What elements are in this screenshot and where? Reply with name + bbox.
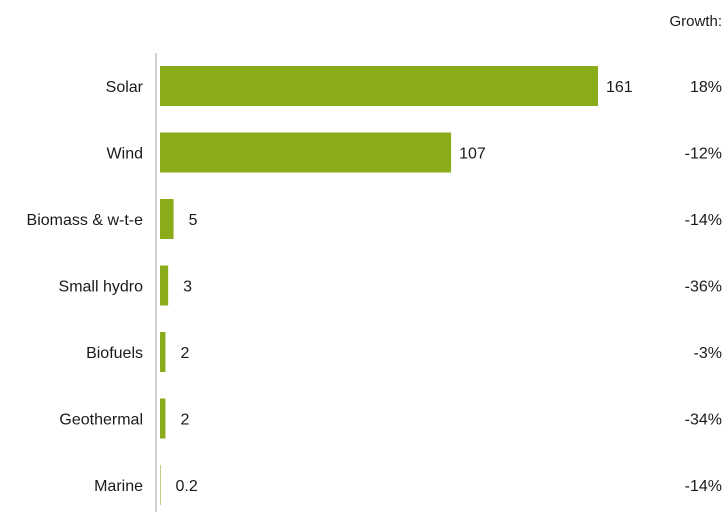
growth-column-header: Growth: <box>669 13 722 30</box>
value-label: 161 <box>606 79 633 96</box>
value-label: 3 <box>183 279 192 296</box>
growth-label: 18% <box>690 79 722 96</box>
bar <box>160 199 174 239</box>
value-label: 0.2 <box>176 478 198 495</box>
value-label: 2 <box>180 412 189 429</box>
growth-label: -14% <box>685 478 722 495</box>
growth-label: -36% <box>685 279 722 296</box>
bar <box>160 465 161 505</box>
category-label: Small hydro <box>59 279 144 296</box>
bar <box>160 66 598 106</box>
category-label: Biofuels <box>86 345 143 362</box>
bar <box>160 132 452 173</box>
category-label: Marine <box>94 478 143 495</box>
bar <box>160 398 166 439</box>
growth-label: -12% <box>685 146 722 163</box>
chart-marks: Solar 161 18% Wind 107 -12% Biomass & w-t-e 5 -1… <box>27 66 722 505</box>
value-label: 5 <box>189 212 198 229</box>
category-label: Wind <box>107 146 143 163</box>
value-label: 107 <box>459 146 486 163</box>
category-label: Geothermal <box>59 412 143 429</box>
growth-label: -34% <box>685 412 722 429</box>
bar <box>160 332 166 372</box>
category-label: Solar <box>106 79 144 96</box>
growth-label: -14% <box>685 212 722 229</box>
category-label: Biomass & w-t-e <box>27 212 144 229</box>
value-label: 2 <box>180 345 189 362</box>
bar <box>160 265 169 306</box>
growth-label: -3% <box>694 345 722 362</box>
